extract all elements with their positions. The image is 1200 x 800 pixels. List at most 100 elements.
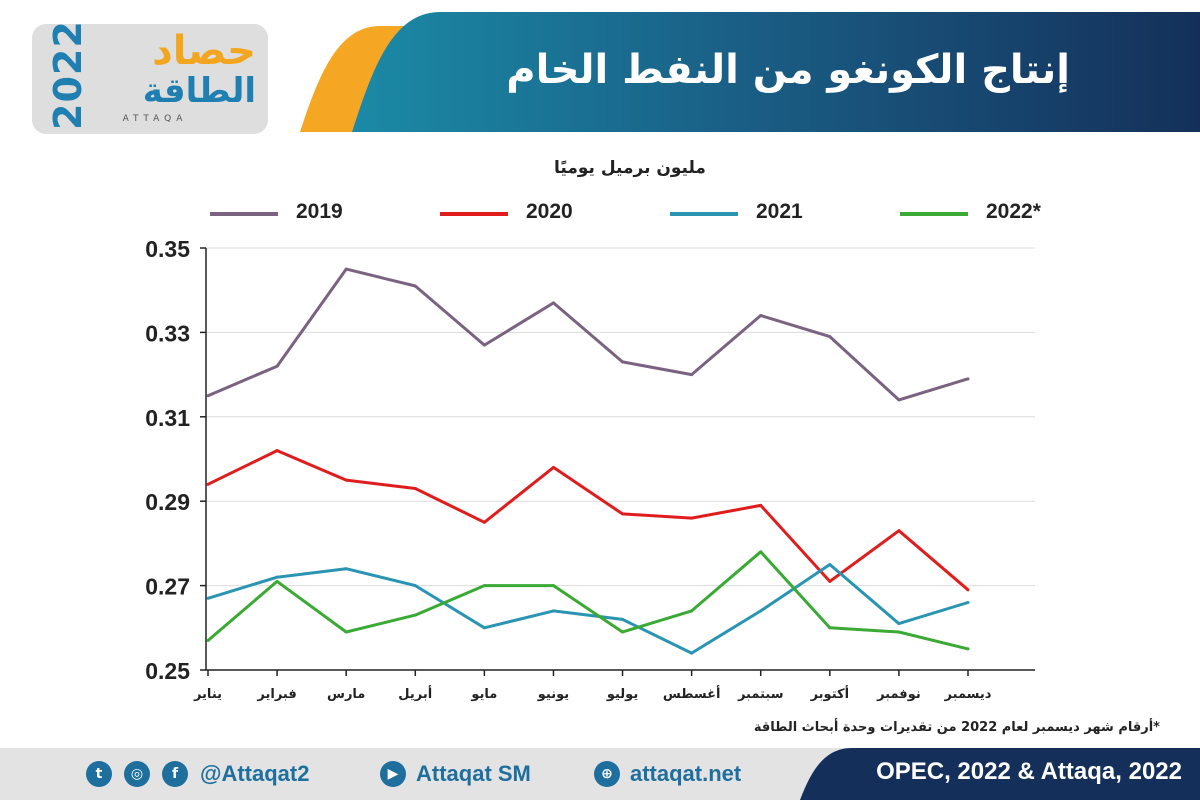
data-point-2021 — [690, 651, 694, 655]
data-point-2021 — [551, 609, 555, 613]
legend-swatch-2021 — [670, 212, 738, 216]
data-point-2021 — [206, 596, 210, 600]
x-tick-label: مايو — [470, 687, 497, 702]
data-point-2022 — [482, 584, 486, 588]
logo-subtitle: ATTAQA — [122, 114, 188, 124]
data-point-2019 — [690, 373, 694, 377]
data-point-2019 — [344, 267, 348, 271]
legend: 2019 2020 2021 2022* — [0, 196, 1200, 232]
x-tick-label: يونيو — [537, 687, 569, 702]
twitter-handle[interactable]: @Attaqat2 — [200, 761, 310, 786]
data-point-2022 — [828, 626, 832, 630]
series-line-2020 — [207, 449, 969, 591]
data-point-2020 — [482, 520, 486, 524]
data-point-2022 — [275, 579, 279, 583]
x-tick-label: يوليو — [606, 687, 638, 702]
data-point-2022 — [206, 638, 210, 642]
y-tick-label: 0.31 — [145, 405, 190, 431]
data-point-2022 — [966, 647, 970, 651]
y-tick-label: 0.27 — [145, 574, 190, 600]
data-point-2021 — [897, 622, 901, 626]
x-tick-label: ديسمبر — [944, 687, 992, 702]
legend-label-2022: 2022* — [986, 200, 1041, 223]
data-point-2020 — [206, 482, 210, 486]
data-point-2020 — [966, 588, 970, 592]
data-point-2021 — [344, 567, 348, 571]
instagram-icon[interactable]: ◎ — [124, 761, 150, 787]
data-point-2019 — [206, 394, 210, 398]
logo-title-top: حصاد — [152, 28, 256, 74]
data-point-2021 — [621, 617, 625, 621]
data-point-2021 — [413, 584, 417, 588]
youtube-icon[interactable]: ▶ — [380, 761, 406, 787]
data-point-2022 — [690, 609, 694, 613]
data-point-2019 — [275, 364, 279, 368]
data-point-2020 — [690, 516, 694, 520]
data-point-2020 — [275, 449, 279, 453]
x-tick-label: أغسطس — [663, 685, 721, 702]
facebook-icon[interactable]: f — [162, 761, 188, 787]
web-icon[interactable]: ⊕ — [594, 761, 620, 787]
header-banner — [300, 12, 1200, 132]
data-point-2019 — [759, 314, 763, 318]
footer: t ◎ f @Attaqat2 ▶ Attaqat SM ⊕ attaqat.n… — [0, 748, 1200, 800]
data-point-2019 — [897, 398, 901, 402]
data-point-2022 — [344, 630, 348, 634]
x-tick-label: مارس — [327, 687, 365, 702]
legend-swatch-2019 — [210, 212, 278, 216]
data-point-2019 — [966, 377, 970, 381]
data-point-2020 — [344, 478, 348, 482]
data-point-2021 — [275, 575, 279, 579]
website-link[interactable]: attaqat.net — [630, 761, 742, 786]
data-point-2020 — [897, 529, 901, 533]
y-tick-label: 0.25 — [145, 658, 190, 684]
data-point-2022 — [897, 630, 901, 634]
legend-label-2021: 2021 — [756, 200, 803, 223]
y-tick-label: 0.35 — [145, 236, 190, 262]
data-point-2019 — [413, 284, 417, 288]
data-point-2019 — [621, 360, 625, 364]
data-point-2020 — [621, 512, 625, 516]
legend-swatch-2022 — [900, 212, 968, 216]
data-point-2020 — [759, 503, 763, 507]
data-point-2020 — [828, 579, 832, 583]
x-tick-label: نوفمبر — [876, 687, 921, 702]
logo-title-bottom: الطاقة — [142, 71, 256, 111]
data-point-2022 — [621, 630, 625, 634]
legend-swatch-2020 — [440, 212, 508, 216]
x-tick-label: فبراير — [256, 687, 296, 702]
data-point-2020 — [551, 465, 555, 469]
twitter-icon[interactable]: t — [86, 761, 112, 787]
x-tick-label: سبتمبر — [737, 687, 784, 702]
header: 2022 حصاد الطاقة ATTAQA إنتاج الكونغو من… — [0, 0, 1200, 140]
series-line-2019 — [207, 267, 969, 402]
x-tick-label: أبريل — [398, 685, 432, 702]
x-tick-label: أكتوبر — [810, 685, 849, 702]
data-point-2021 — [828, 563, 832, 566]
y-tick-label: 0.33 — [145, 320, 190, 346]
logo-box — [32, 24, 268, 134]
legend-label-2019: 2019 — [296, 200, 343, 223]
data-point-2020 — [413, 487, 417, 491]
y-tick-label: 0.29 — [145, 489, 190, 515]
data-point-2019 — [828, 335, 832, 339]
youtube-channel[interactable]: Attaqat SM — [416, 761, 531, 786]
data-point-2019 — [482, 343, 486, 347]
series-line-2022 — [207, 550, 969, 651]
y-axis-unit-label: مليون برميل يوميًا — [554, 158, 706, 178]
data-point-2021 — [482, 626, 486, 630]
data-point-2021 — [966, 600, 970, 604]
line-chart: 0.25 0.27 0.29 0.31 0.33 0.35 يناير فبراير مارس أ… — [145, 236, 1035, 702]
footer-source-band — [800, 748, 1200, 800]
data-point-2022 — [413, 613, 417, 617]
header-blue-band — [352, 12, 1200, 132]
data-point-2019 — [551, 301, 555, 305]
page-title: إنتاج الكونغو من النفط الخام — [506, 47, 1070, 93]
legend-label-2020: 2020 — [526, 200, 573, 223]
x-tick-label: يناير — [193, 687, 222, 702]
data-point-2021 — [759, 609, 763, 613]
source-label: OPEC, 2022 & Attaqa, 2022 — [876, 758, 1182, 785]
data-point-2022 — [759, 550, 763, 554]
data-point-2022 — [551, 584, 555, 588]
series-line-2021 — [207, 563, 969, 655]
